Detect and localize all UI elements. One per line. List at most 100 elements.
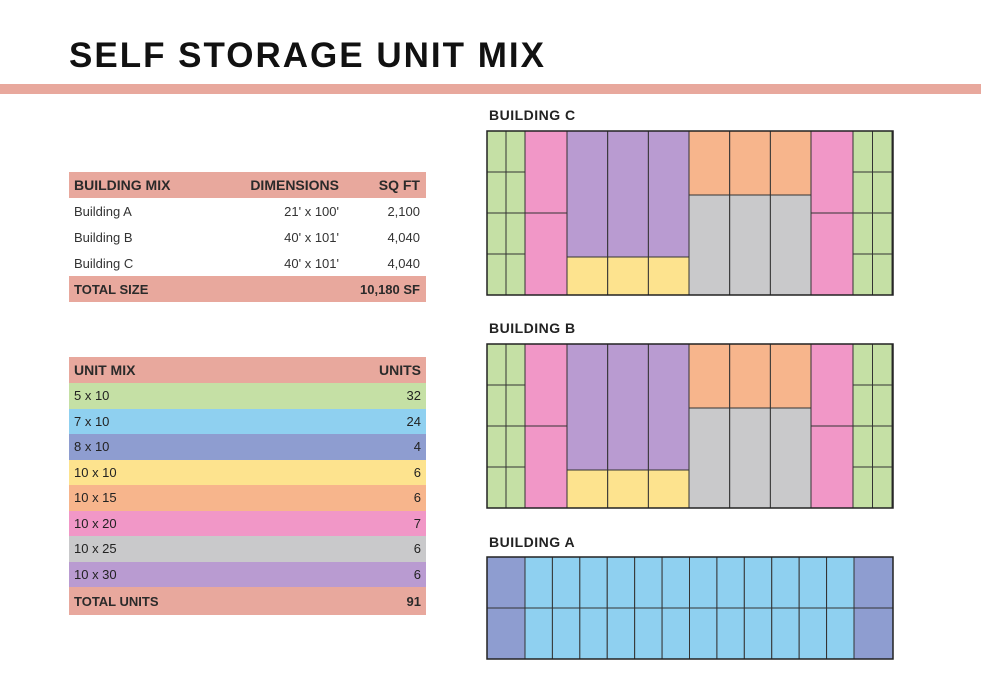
unit-size: 7 x 10 (74, 413, 110, 429)
unit-7x10 (551, 607, 581, 660)
unit-7x10 (524, 556, 553, 609)
unit-5x10 (872, 343, 893, 386)
building-a-outline (486, 556, 894, 660)
unit-count: 6 (413, 464, 421, 480)
unit-10x15 (688, 343, 731, 409)
building-mix-table: BUILDING MIX DIMENSIONS SQ FT Building A… (69, 172, 426, 302)
unit-10x30 (647, 343, 690, 471)
unit-size: 10 x 30 (74, 566, 117, 582)
unit-10x30 (566, 343, 609, 471)
unit-7x10 (771, 607, 800, 660)
unit-7x10 (798, 556, 828, 609)
unit-count: 7 (413, 515, 421, 531)
unit-10x10 (566, 256, 609, 296)
total-units-label: TOTAL UNITS (74, 593, 159, 609)
unit-5x10 (852, 171, 873, 214)
unit-5x10 (872, 384, 893, 427)
unit-5x10 (852, 212, 873, 255)
unit-7x10 (716, 556, 745, 609)
unit-5x10 (872, 171, 893, 214)
total-units-value: 91 (406, 593, 421, 609)
unit-5x10 (505, 384, 526, 427)
unit-mix-table: UNIT MIX UNITS 5 x 10 32 7 x 10 24 8 x 10 4 10… (69, 357, 426, 615)
unit-8x10 (853, 556, 894, 609)
unit-10x25 (688, 407, 731, 509)
unit-5x10 (872, 130, 893, 173)
unit-5x10 (486, 466, 507, 509)
unit-count: 6 (413, 490, 421, 506)
unit-10x20 (810, 212, 854, 296)
unit-7x10 (634, 556, 663, 609)
unit-10x10 (607, 256, 649, 296)
header-building-mix: BUILDING MIX (74, 177, 171, 193)
unit-10x30 (607, 343, 649, 471)
unit-mix-header: UNIT MIX UNITS (69, 357, 426, 383)
unit-size: 10 x 15 (74, 490, 117, 506)
unit-10x15 (769, 343, 812, 409)
building-sqft: 4,040 (387, 255, 420, 271)
unit-10x25 (769, 194, 812, 296)
unit-count: 6 (413, 541, 421, 557)
unit-mix-row: 10 x 15 6 (69, 485, 426, 511)
unit-7x10 (661, 556, 690, 609)
unit-mix-row: 8 x 10 4 (69, 434, 426, 460)
unit-10x20 (810, 130, 854, 214)
unit-size: 10 x 25 (74, 541, 117, 557)
unit-5x10 (505, 171, 526, 214)
building-dimensions: 40' x 101' (284, 229, 339, 245)
title-divider (0, 84, 981, 94)
unit-size: 5 x 10 (74, 388, 110, 404)
unit-7x10 (689, 556, 718, 609)
unit-7x10 (524, 607, 553, 660)
unit-7x10 (826, 607, 855, 660)
header-sq-ft: SQ FT (378, 177, 420, 193)
unit-10x10 (607, 469, 649, 509)
unit-5x10 (486, 130, 507, 173)
unit-5x10 (505, 343, 526, 386)
header-units: UNITS (379, 362, 421, 378)
header-dimensions: DIMENSIONS (250, 177, 339, 193)
unit-10x15 (729, 130, 771, 196)
unit-5x10 (505, 425, 526, 468)
building-name: Building A (74, 203, 132, 219)
unit-10x15 (729, 343, 771, 409)
unit-7x10 (579, 607, 608, 660)
unit-10x25 (729, 407, 771, 509)
page-title: SELF STORAGE UNIT MIX (69, 36, 546, 75)
unit-mix-row: 10 x 20 7 (69, 510, 426, 536)
building-dimensions: 40' x 101' (284, 255, 339, 271)
total-size-value: 10,180 SF (360, 281, 420, 297)
unit-10x25 (769, 407, 812, 509)
unit-7x10 (716, 607, 745, 660)
unit-10x20 (524, 212, 568, 296)
unit-5x10 (872, 466, 893, 509)
unit-5x10 (486, 253, 507, 296)
unit-5x10 (486, 212, 507, 255)
unit-7x10 (606, 556, 636, 609)
building-dimensions: 21' x 100' (284, 203, 339, 219)
unit-5x10 (486, 343, 507, 386)
building-name: Building C (74, 255, 134, 271)
unit-5x10 (852, 466, 873, 509)
unit-size: 10 x 10 (74, 464, 117, 480)
unit-7x10 (771, 556, 800, 609)
unit-5x10 (486, 425, 507, 468)
building-mix-total-row: TOTAL SIZE 10,180 SF (69, 276, 426, 302)
building-c-outline (486, 130, 894, 296)
unit-10x30 (647, 130, 690, 258)
table-row: Building C 40' x 101' 4,040 (69, 250, 426, 276)
unit-8x10 (486, 556, 526, 609)
building-a-label: BUILDING A (489, 534, 576, 550)
unit-7x10 (798, 607, 828, 660)
unit-count: 32 (406, 388, 421, 404)
unit-5x10 (852, 425, 873, 468)
unit-7x10 (743, 556, 773, 609)
unit-size: 8 x 10 (74, 439, 110, 455)
header-unit-mix: UNIT MIX (74, 362, 136, 378)
table-row: Building B 40' x 101' 4,040 (69, 224, 426, 250)
unit-mix-row: 10 x 25 6 (69, 536, 426, 562)
total-size-label: TOTAL SIZE (74, 281, 149, 297)
unit-7x10 (579, 556, 608, 609)
unit-8x10 (853, 607, 894, 660)
